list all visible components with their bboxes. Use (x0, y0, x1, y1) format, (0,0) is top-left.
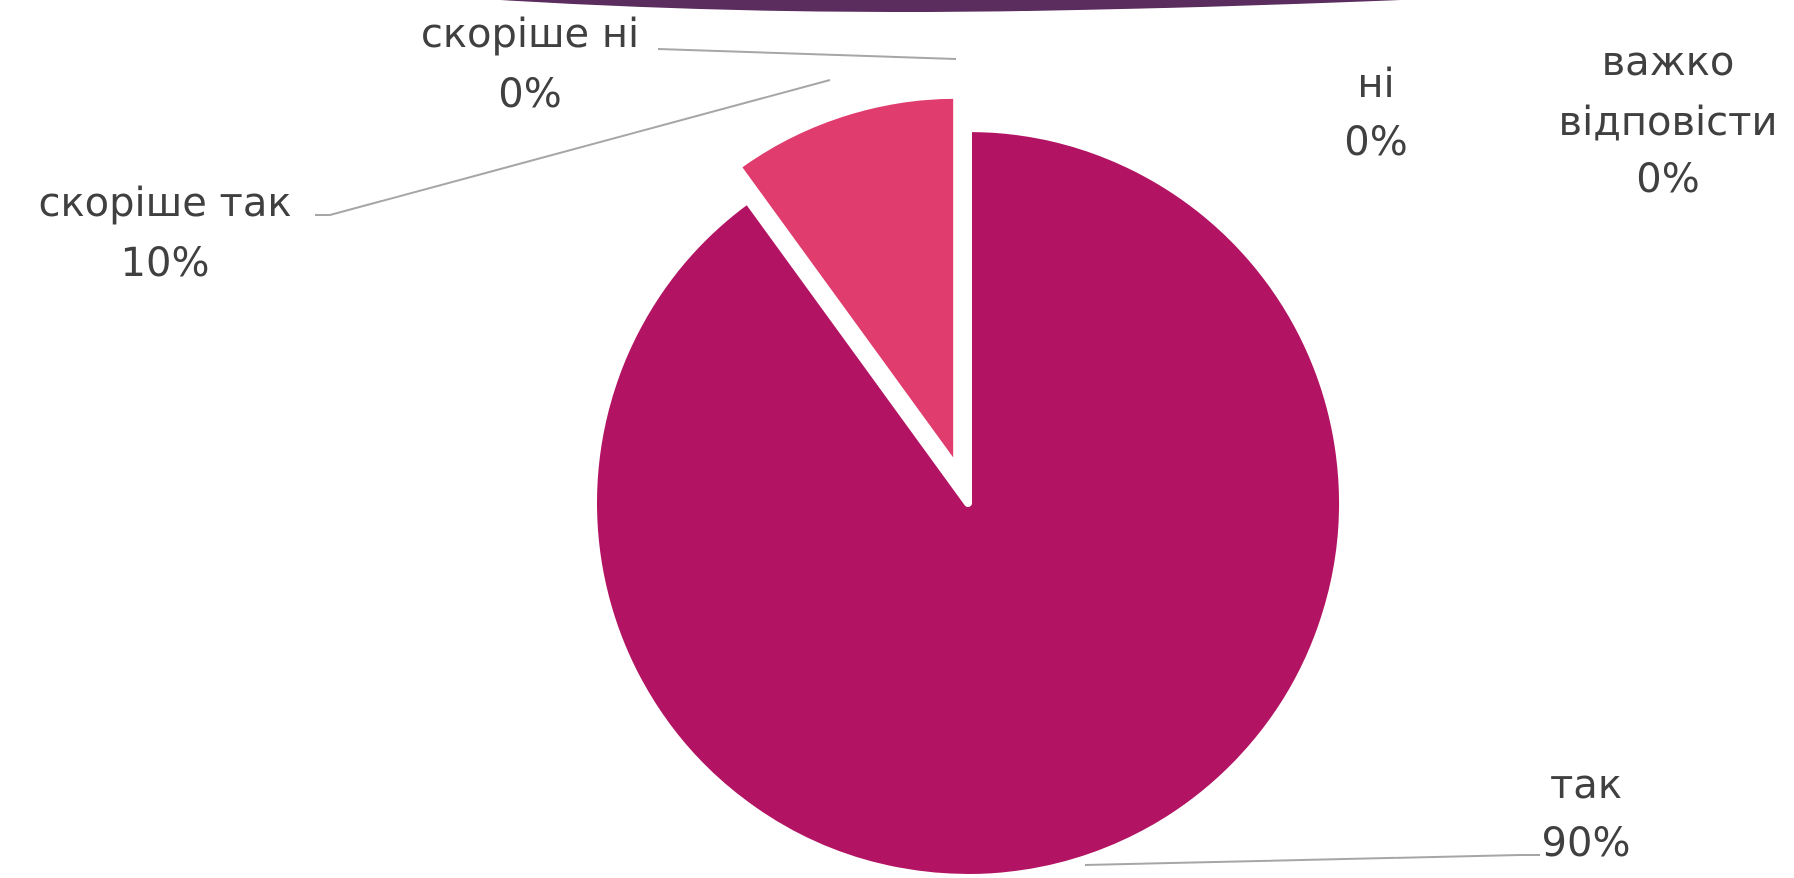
label-skorishe-tak-value: 10% (121, 240, 210, 286)
label-vazhko-value: 0% (1636, 156, 1699, 202)
pie-slice-skorishe-tak (732, 90, 962, 474)
label-vazhko-line1: важко (1602, 39, 1735, 85)
label-skorishe-ni-name: скоріше ні (421, 11, 639, 57)
leader-line-tak (1084, 854, 1540, 866)
label-tak-value: 90% (1542, 820, 1631, 866)
leader-line-skorishe-ni (657, 48, 957, 60)
label-tak-name: так (1550, 762, 1622, 808)
leader-line-skorishe-tak (315, 79, 831, 216)
label-skorishe-ni-value: 0% (498, 71, 561, 117)
top-band-decoration (500, 0, 1400, 12)
label-skorishe-tak-name: скоріше так (38, 180, 291, 226)
label-vazhko-line2: відповісти (1559, 99, 1778, 145)
label-ni-name: ні (1357, 61, 1394, 107)
pie-slice-tak (589, 124, 1347, 878)
label-ni-value: 0% (1344, 119, 1407, 165)
